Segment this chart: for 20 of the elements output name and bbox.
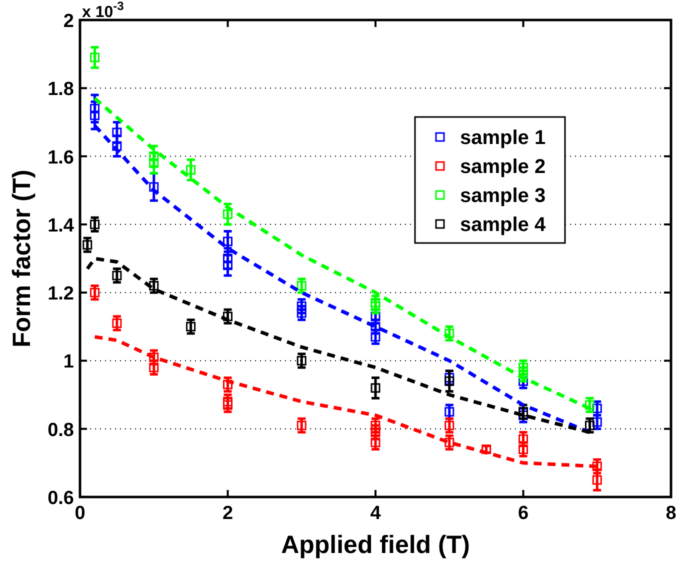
legend-label: sample 4 xyxy=(460,214,546,236)
y-tick-label: 0.6 xyxy=(48,488,74,509)
y-tick-label: 1 xyxy=(63,352,74,373)
x-tick-label: 2 xyxy=(222,503,234,524)
y-tick-label: 1.8 xyxy=(48,79,74,100)
annotation: x 10$^{-3}$ xyxy=(82,0,124,21)
x-tick-label: 4 xyxy=(370,503,382,524)
legend-label: sample 3 xyxy=(460,185,546,207)
x-tick-label: 8 xyxy=(666,503,676,524)
x-tick-label: 6 xyxy=(518,503,529,524)
x-axis-title: Applied field (T) xyxy=(281,531,470,559)
y-tick-label: 2 xyxy=(63,11,74,32)
y-tick-label: 1.2 xyxy=(48,284,74,305)
y-tick-label: 1.6 xyxy=(48,147,74,168)
y-tick-label: 0.8 xyxy=(48,420,74,441)
y-axis-title: Form factor (T) xyxy=(8,170,36,348)
x-tick-label: 0 xyxy=(74,503,86,524)
y-tick-label: 1.4 xyxy=(48,215,74,236)
legend-label: sample 2 xyxy=(460,156,546,178)
legend-label: sample 1 xyxy=(460,127,546,149)
